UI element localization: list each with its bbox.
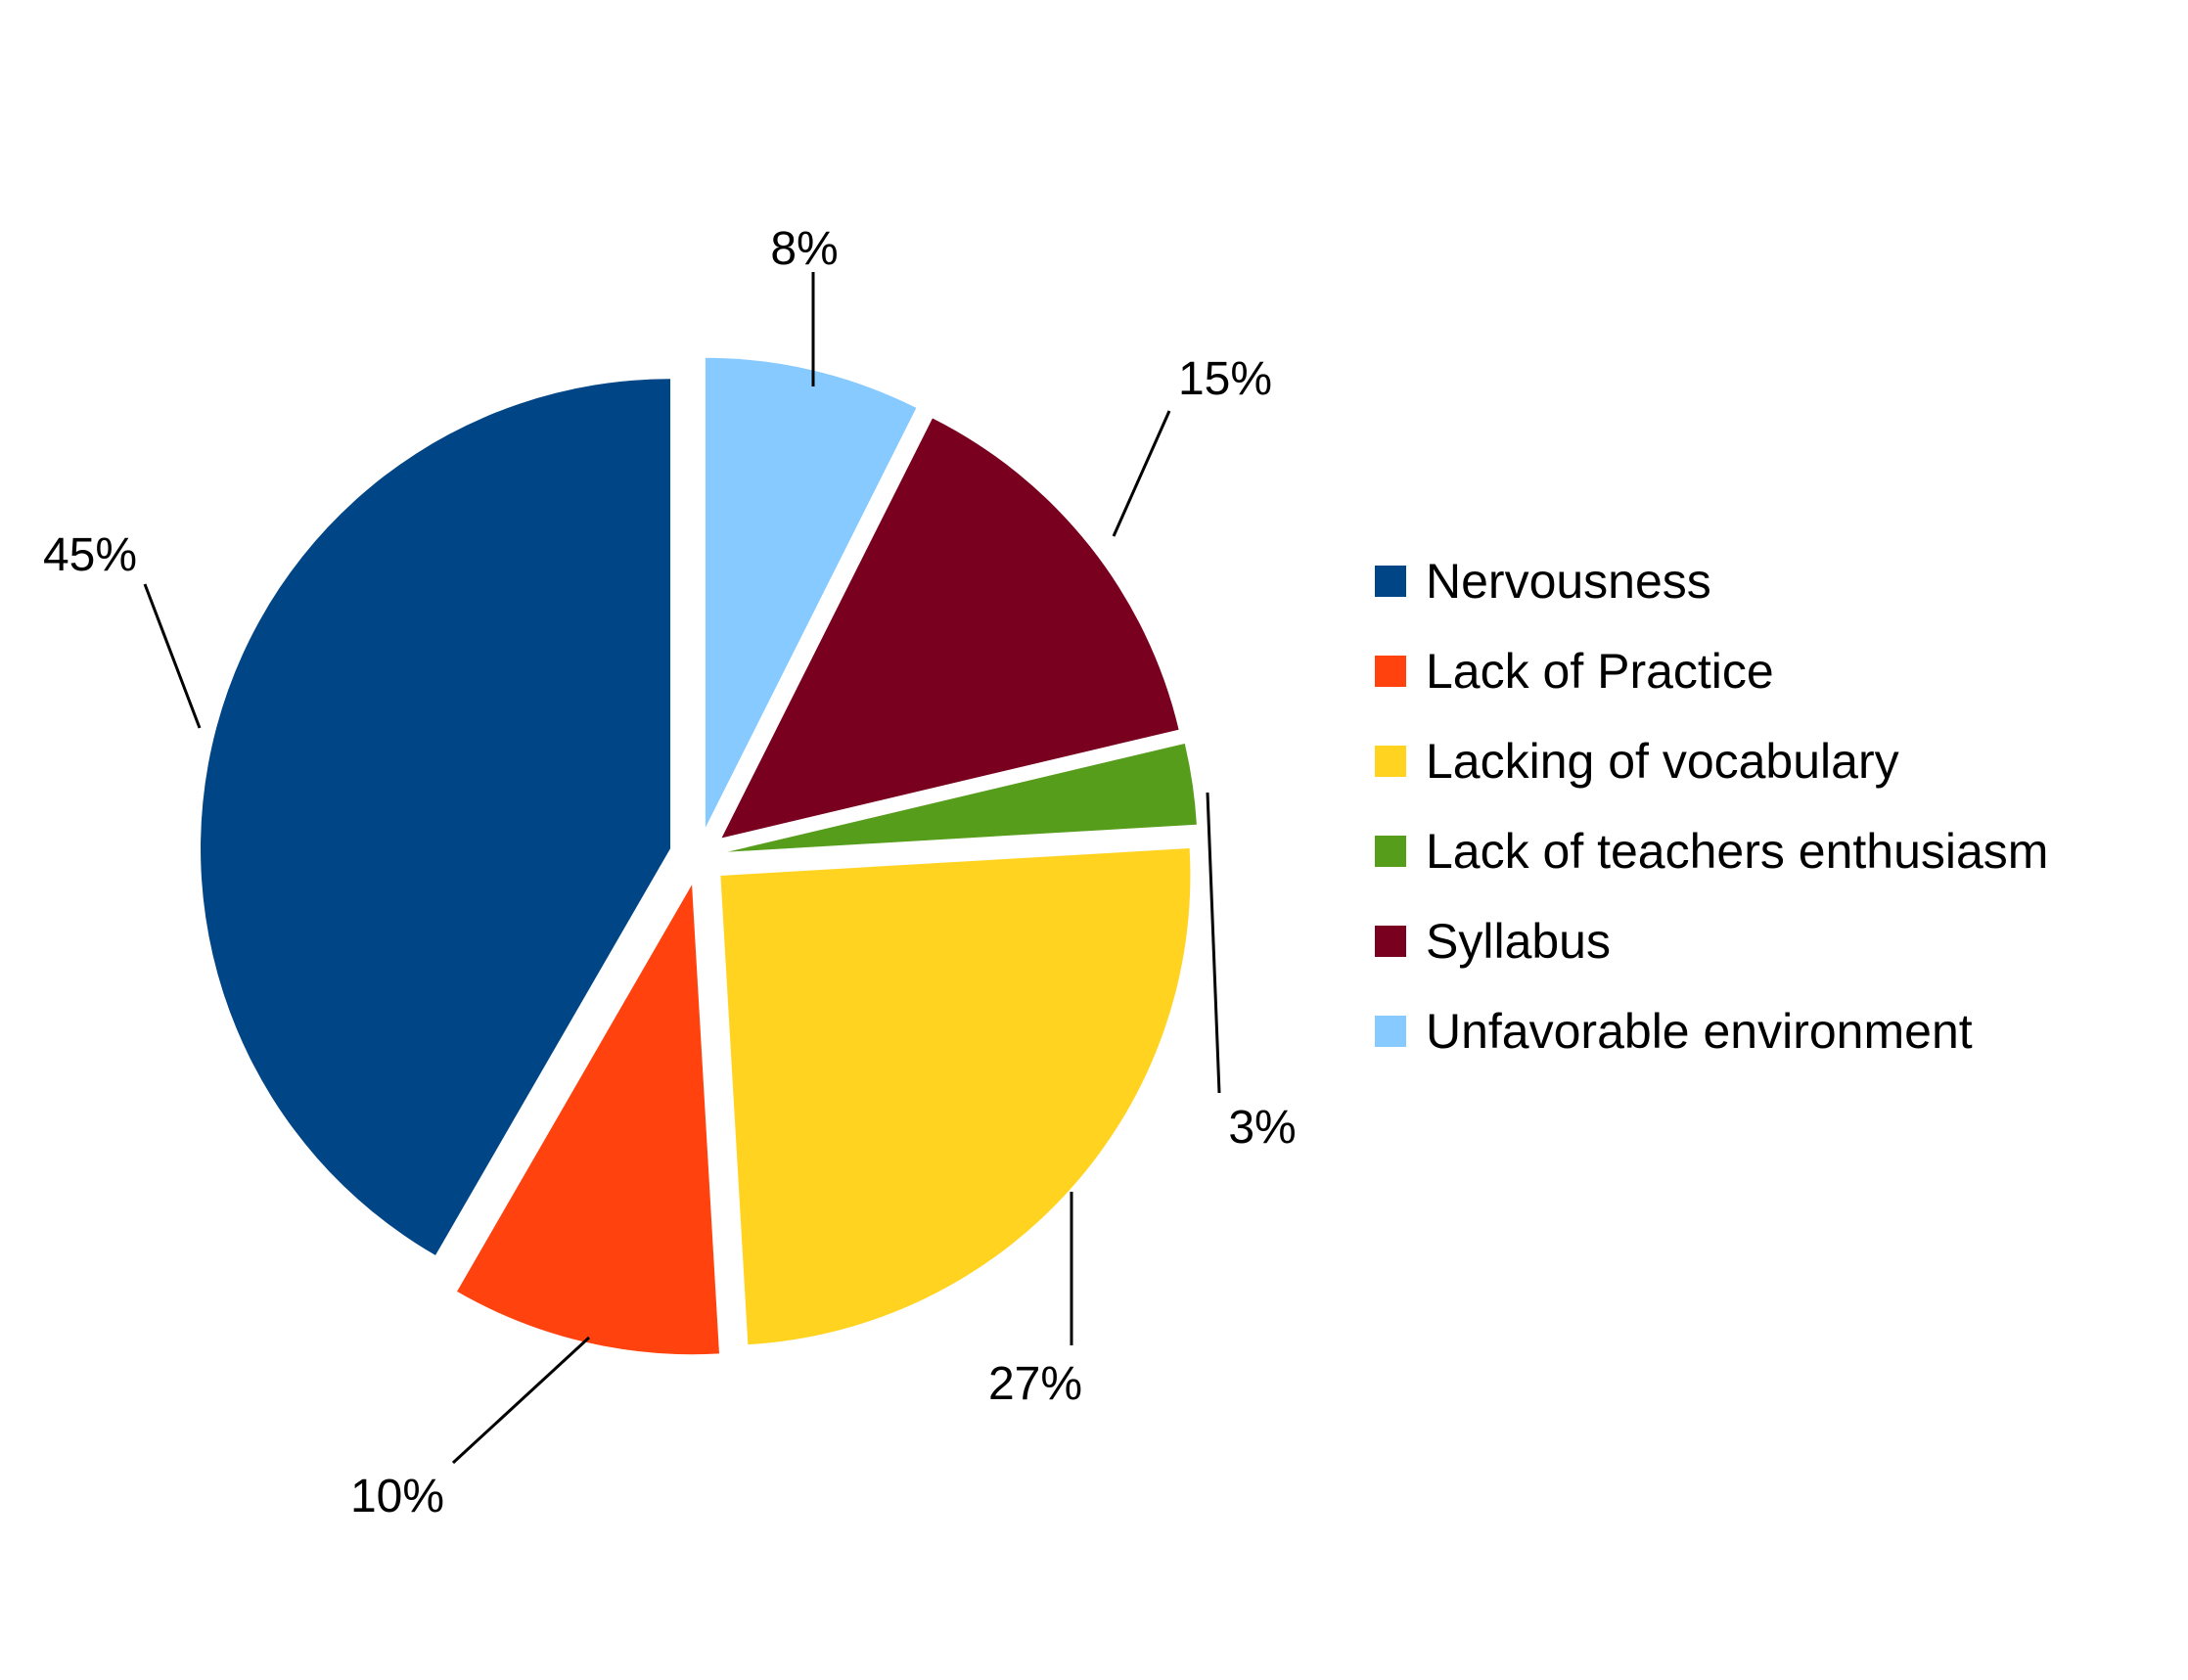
legend-item-syllabus: Syllabus — [1375, 896, 2158, 986]
pie-slice-lacking-of-vocabulary — [720, 848, 1191, 1345]
data-label-syllabus: 15% — [1178, 353, 1272, 405]
legend-swatch-nervousness — [1375, 566, 1406, 597]
chart-legend: Nervousness Lack of Practice Lacking of … — [1375, 536, 2158, 1076]
data-label-unfavorable-environment: 8% — [770, 223, 838, 275]
pie-slice-syllabus — [721, 418, 1179, 839]
legend-item-lack-of-teachers-enthusiasm: Lack of teachers enthusiasm — [1375, 806, 2158, 896]
leader-line-lack-of-teachers-enthusiasm — [1206, 792, 1221, 1094]
leader-line-nervousness — [143, 583, 202, 729]
legend-label-lack-of-teachers-enthusiasm: Lack of teachers enthusiasm — [1426, 824, 2049, 879]
leader-line-lack-of-practice — [451, 1336, 591, 1465]
legend-label-lacking-of-vocabulary: Lacking of vocabulary — [1426, 734, 1899, 789]
data-label-lack-of-practice: 10% — [350, 1471, 444, 1522]
legend-label-syllabus: Syllabus — [1426, 914, 1611, 969]
legend-item-lack-of-practice: Lack of Practice — [1375, 626, 2158, 716]
legend-item-lacking-of-vocabulary: Lacking of vocabulary — [1375, 716, 2158, 806]
data-label-lacking-of-vocabulary: 27% — [988, 1358, 1082, 1410]
legend-swatch-unfavorable-environment — [1375, 1016, 1406, 1047]
legend-item-nervousness: Nervousness — [1375, 536, 2158, 626]
pie-slice-nervousness — [201, 379, 671, 1255]
legend-label-unfavorable-environment: Unfavorable environment — [1426, 1004, 1973, 1059]
legend-swatch-lack-of-teachers-enthusiasm — [1375, 836, 1406, 867]
pie-slice-lack-of-teachers-enthusiasm — [727, 743, 1197, 852]
data-label-lack-of-teachers-enthusiasm: 3% — [1228, 1102, 1296, 1154]
legend-swatch-lack-of-practice — [1375, 656, 1406, 687]
pie-slice-lack-of-practice — [457, 885, 719, 1355]
pie-slice-unfavorable-environment — [705, 357, 917, 828]
legend-swatch-syllabus — [1375, 926, 1406, 957]
legend-swatch-lacking-of-vocabulary — [1375, 746, 1406, 777]
legend-label-nervousness: Nervousness — [1426, 554, 1711, 609]
legend-item-unfavorable-environment: Unfavorable environment — [1375, 986, 2158, 1076]
legend-label-lack-of-practice: Lack of Practice — [1426, 644, 1774, 699]
leader-line-syllabus — [1112, 410, 1171, 537]
data-label-nervousness: 45% — [43, 529, 137, 581]
